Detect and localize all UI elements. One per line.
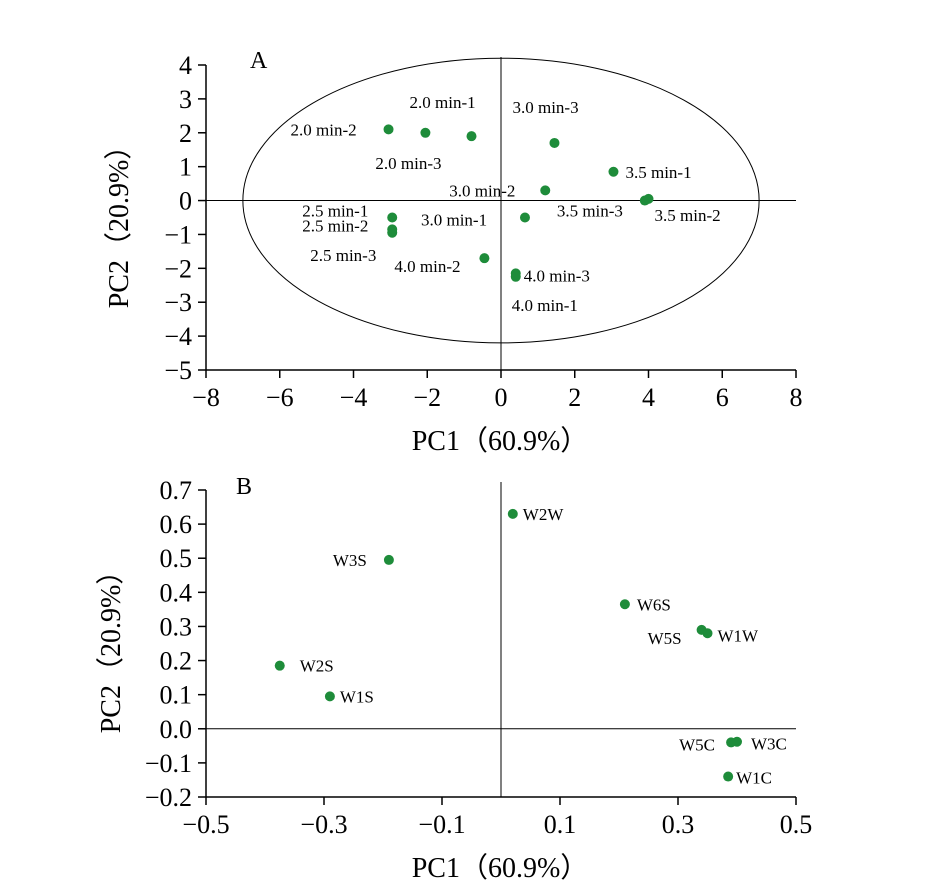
panel-a-point-label: 2.0 min-1 [410, 93, 476, 112]
panel-b-data-point [507, 508, 518, 519]
panel-b-y-tick-label: 0.1 [160, 681, 193, 710]
panel-b-y-tick-label: 0.7 [160, 476, 193, 505]
panel-a-point-label: 2.5 min-1 [302, 202, 368, 221]
panel-a-data-point [420, 127, 431, 138]
panel-a-data-point [466, 131, 477, 142]
panel-b-point-label: W1C [736, 769, 772, 788]
panel-a-y-tick-label: 1 [179, 153, 192, 182]
panel-b-point-label: W6S [637, 595, 671, 614]
panel-b-data-point [723, 771, 734, 782]
panel-a-data-point [383, 124, 394, 135]
panel-b-point-label: W2W [523, 505, 565, 524]
panel-a-x-tick-label: 6 [716, 383, 729, 412]
panel-b-y-tick-label: 0.4 [160, 578, 193, 607]
panel-b-x-tick-label: −0.5 [182, 810, 229, 839]
panel-a-confidence-ellipse [242, 57, 760, 344]
panel-b-panel-label: B [236, 474, 252, 500]
panel-b-y-tick-label: 0.6 [160, 510, 193, 539]
panel-a-data-point [519, 212, 530, 223]
panel-a-y-tick-label: −1 [164, 220, 192, 249]
panel-a-y-tick-label: 0 [179, 187, 192, 216]
panel-a-x-tick-label: 0 [495, 383, 508, 412]
panel-a-data-point [510, 271, 521, 282]
panel-a-data-point [549, 137, 560, 148]
panel-a-x-tick-label: −8 [192, 383, 220, 412]
panel-a-y-tick-label: −2 [164, 254, 192, 283]
panel-b-point-label: W3C [751, 735, 787, 754]
panel-a-data-point [643, 193, 654, 204]
panel-a-point-label: 4.0 min-1 [512, 296, 578, 315]
panel-b-data-point [702, 628, 713, 639]
panel-a-y-tick-label: 2 [179, 119, 192, 148]
panel-a-point-label: 3.0 min-1 [421, 211, 487, 230]
panel-b-x-tick-label: 0.5 [780, 810, 813, 839]
panel-b-y-tick-label: 0.3 [160, 612, 193, 641]
panel-b-point-label: W1S [340, 687, 374, 706]
panel-b-data-point [324, 691, 335, 702]
panel-b-x-tick-label: −0.3 [300, 810, 347, 839]
panel-b-y-tick-label: −0.1 [145, 749, 192, 778]
panel-b-y-tick-label: −0.2 [145, 783, 192, 812]
panel-a-x-tick-label: 8 [790, 383, 803, 412]
panel-b-data-point [619, 599, 630, 610]
panel-a-x-tick-label: 2 [568, 383, 581, 412]
panel-a-data-point [479, 253, 490, 264]
panel-b-point-label: W1W [718, 626, 760, 645]
panel-a-y-tick-label: −4 [164, 322, 192, 351]
panel-a-data-point [608, 166, 619, 177]
panel-a-x-tick-label: −4 [340, 383, 368, 412]
panel-a-data-point [540, 185, 551, 196]
panel-b-data-point [274, 660, 285, 671]
panel-a-point-label: 3.5 min-2 [655, 206, 721, 225]
panel-a-point-label: 2.0 min-3 [375, 154, 441, 173]
panel-a-y-tick-label: −5 [164, 356, 192, 385]
panel-b-point-label: W3S [333, 551, 367, 570]
panel-b-y-tick-label: 0.0 [160, 715, 193, 744]
panel-b-point-label: W2S [300, 657, 334, 676]
panel-a-y-tick-label: −3 [164, 288, 192, 317]
panel-b-data-point [383, 554, 394, 565]
panel-a-point-label: 3.0 min-2 [449, 181, 515, 200]
panel-a-point-label: 2.5 min-3 [310, 246, 376, 265]
panel-a-point-label: 4.0 min-2 [394, 257, 460, 276]
panel-a-data-point [387, 227, 398, 238]
panel-a-point-label: 4.0 min-3 [524, 266, 590, 285]
panel-a-y-tick-label: 3 [179, 85, 192, 114]
panel-a-point-label: 3.0 min-3 [512, 98, 578, 117]
panel-b-y-axis-title: PC2（20.9%） [95, 557, 127, 734]
panel-b-y-tick-label: 0.2 [160, 647, 193, 676]
panel-a-x-tick-label: −2 [413, 383, 441, 412]
panel-a-y-tick-label: 4 [179, 51, 192, 80]
panel-a-x-axis-title: PC1（60.9%） [412, 425, 589, 457]
panel-b-x-tick-label: 0.3 [662, 810, 695, 839]
panel-a-x-tick-label: −6 [266, 383, 294, 412]
panel-a-point-label: 3.5 min-3 [557, 202, 623, 221]
panel-b-x-axis-title: PC1（60.9%） [412, 852, 589, 884]
panel-a-point-label: 2.5 min-2 [302, 216, 368, 235]
panel-a-panel-label: A [250, 48, 268, 74]
panel-a-point-label: 2.0 min-2 [291, 120, 357, 139]
panel-b-point-label: W5C [679, 735, 715, 754]
panel-b-x-tick-label: 0.1 [544, 810, 577, 839]
panel-b-data-point [732, 736, 742, 747]
panel-b-point-label: W5S [648, 629, 682, 648]
panel-a-x-tick-label: 4 [642, 383, 655, 412]
panel-b-y-tick-label: 0.5 [160, 544, 193, 573]
panel-a-point-label: 3.5 min-1 [625, 163, 691, 182]
panel-b-x-tick-label: −0.1 [418, 810, 465, 839]
panel-a-y-axis-title: PC2（20.9%） [103, 132, 135, 309]
panel-a-data-point [387, 212, 398, 223]
